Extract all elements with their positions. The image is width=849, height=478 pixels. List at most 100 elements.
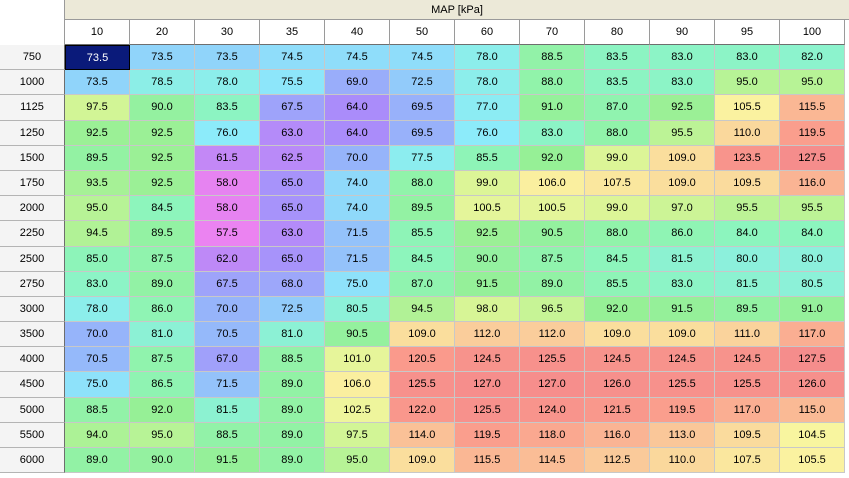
column-header[interactable]: 35 — [260, 20, 325, 45]
table-cell[interactable]: 114.5 — [520, 448, 585, 474]
column-header[interactable]: 60 — [455, 20, 520, 45]
table-cell[interactable]: 70.5 — [65, 347, 130, 373]
table-cell[interactable]: 119.5 — [780, 120, 845, 146]
table-cell[interactable]: 95.0 — [780, 70, 845, 96]
table-cell[interactable]: 87.0 — [585, 95, 650, 121]
table-cell[interactable]: 87.5 — [520, 246, 585, 272]
table-cell[interactable]: 105.5 — [780, 448, 845, 474]
table-cell[interactable]: 81.0 — [130, 322, 195, 348]
table-cell[interactable]: 71.5 — [325, 221, 390, 247]
table-cell[interactable]: 63.0 — [260, 120, 325, 146]
table-cell[interactable]: 125.5 — [650, 372, 715, 398]
table-cell[interactable]: 100.5 — [455, 196, 520, 222]
table-cell[interactable]: 73.5 — [65, 70, 130, 96]
table-cell[interactable]: 85.0 — [65, 246, 130, 272]
table-cell[interactable]: 99.0 — [585, 196, 650, 222]
table-cell[interactable]: 58.0 — [195, 170, 260, 197]
table-cell[interactable]: 86.0 — [130, 296, 195, 323]
table-cell[interactable]: 74.5 — [260, 45, 325, 71]
table-cell[interactable]: 84.0 — [780, 221, 845, 247]
table-cell[interactable]: 75.0 — [325, 271, 390, 297]
table-cell[interactable]: 74.5 — [390, 45, 455, 71]
table-cell[interactable]: 89.5 — [130, 221, 195, 247]
table-cell[interactable]: 76.0 — [455, 120, 520, 146]
table-cell[interactable]: 86.5 — [130, 372, 195, 398]
table-cell[interactable]: 70.0 — [195, 296, 260, 323]
table-cell[interactable]: 83.0 — [65, 271, 130, 297]
table-cell[interactable]: 86.0 — [650, 221, 715, 247]
table-cell[interactable]: 97.5 — [325, 422, 390, 448]
table-cell[interactable]: 98.0 — [455, 296, 520, 323]
table-cell[interactable]: 97.5 — [65, 95, 130, 121]
table-cell[interactable]: 69.5 — [390, 120, 455, 146]
table-cell[interactable]: 120.5 — [390, 347, 455, 373]
table-cell[interactable]: 58.0 — [195, 196, 260, 222]
table-cell[interactable]: 68.0 — [260, 271, 325, 297]
table-cell[interactable]: 125.5 — [715, 372, 780, 398]
table-cell[interactable]: 90.5 — [520, 221, 585, 247]
table-cell[interactable]: 75.5 — [260, 70, 325, 96]
table-cell[interactable]: 92.5 — [65, 120, 130, 146]
table-cell[interactable]: 112.0 — [455, 322, 520, 348]
table-cell[interactable]: 95.0 — [65, 196, 130, 222]
table-cell[interactable]: 62.5 — [260, 145, 325, 171]
table-cell[interactable]: 109.0 — [650, 170, 715, 197]
row-header[interactable]: 3500 — [0, 322, 65, 348]
table-cell[interactable]: 83.5 — [585, 70, 650, 96]
table-cell[interactable]: 84.0 — [715, 221, 780, 247]
table-cell[interactable]: 119.5 — [650, 397, 715, 423]
table-cell[interactable]: 72.5 — [260, 296, 325, 323]
table-cell[interactable]: 89.0 — [520, 271, 585, 297]
table-cell[interactable]: 74.0 — [325, 196, 390, 222]
table-cell[interactable]: 118.0 — [520, 422, 585, 448]
table-cell[interactable]: 117.0 — [715, 397, 780, 423]
row-header[interactable]: 1125 — [0, 95, 65, 121]
table-cell[interactable]: 112.0 — [520, 322, 585, 348]
row-header[interactable]: 2000 — [0, 196, 65, 222]
table-cell[interactable]: 88.5 — [195, 422, 260, 448]
table-cell[interactable]: 87.0 — [390, 271, 455, 297]
table-cell[interactable]: 92.5 — [130, 120, 195, 146]
table-cell[interactable]: 115.0 — [780, 397, 845, 423]
table-cell[interactable]: 110.0 — [650, 448, 715, 474]
column-header[interactable]: 70 — [520, 20, 585, 45]
table-cell[interactable]: 77.5 — [390, 145, 455, 171]
table-cell[interactable]: 124.5 — [715, 347, 780, 373]
table-cell[interactable]: 89.0 — [260, 448, 325, 474]
table-cell[interactable]: 89.5 — [390, 196, 455, 222]
table-cell[interactable]: 95.0 — [130, 422, 195, 448]
table-cell[interactable]: 110.0 — [715, 120, 780, 146]
table-cell[interactable]: 70.5 — [195, 322, 260, 348]
table-cell[interactable]: 116.0 — [780, 170, 845, 197]
table-cell[interactable]: 91.5 — [650, 296, 715, 323]
table-cell[interactable]: 114.0 — [390, 422, 455, 448]
table-cell[interactable]: 89.0 — [260, 397, 325, 423]
table-cell[interactable]: 109.5 — [715, 422, 780, 448]
table-cell[interactable]: 127.5 — [780, 347, 845, 373]
table-cell[interactable]: 124.5 — [585, 347, 650, 373]
table-cell[interactable]: 109.5 — [715, 170, 780, 197]
table-cell[interactable]: 84.5 — [390, 246, 455, 272]
table-cell[interactable]: 82.0 — [780, 45, 845, 71]
table-cell[interactable]: 115.5 — [780, 95, 845, 121]
table-cell[interactable]: 105.5 — [715, 95, 780, 121]
table-cell[interactable]: 69.0 — [325, 70, 390, 96]
table-cell[interactable]: 63.0 — [260, 221, 325, 247]
table-cell[interactable]: 124.5 — [455, 347, 520, 373]
row-header[interactable]: 1500 — [0, 145, 65, 171]
table-cell[interactable]: 61.5 — [195, 145, 260, 171]
table-cell[interactable]: 85.5 — [455, 145, 520, 171]
table-cell[interactable]: 125.5 — [390, 372, 455, 398]
row-header[interactable]: 6000 — [0, 448, 65, 474]
table-cell[interactable]: 116.0 — [585, 422, 650, 448]
table-cell[interactable]: 122.0 — [390, 397, 455, 423]
column-header[interactable]: 80 — [585, 20, 650, 45]
row-header[interactable]: 4500 — [0, 372, 65, 398]
row-header[interactable]: 1750 — [0, 170, 65, 197]
table-cell[interactable]: 95.5 — [650, 120, 715, 146]
table-cell[interactable]: 123.5 — [715, 145, 780, 171]
table-cell[interactable]: 70.0 — [325, 145, 390, 171]
table-cell[interactable]: 119.5 — [455, 422, 520, 448]
table-cell[interactable]: 90.0 — [455, 246, 520, 272]
table-cell[interactable]: 92.5 — [130, 170, 195, 197]
